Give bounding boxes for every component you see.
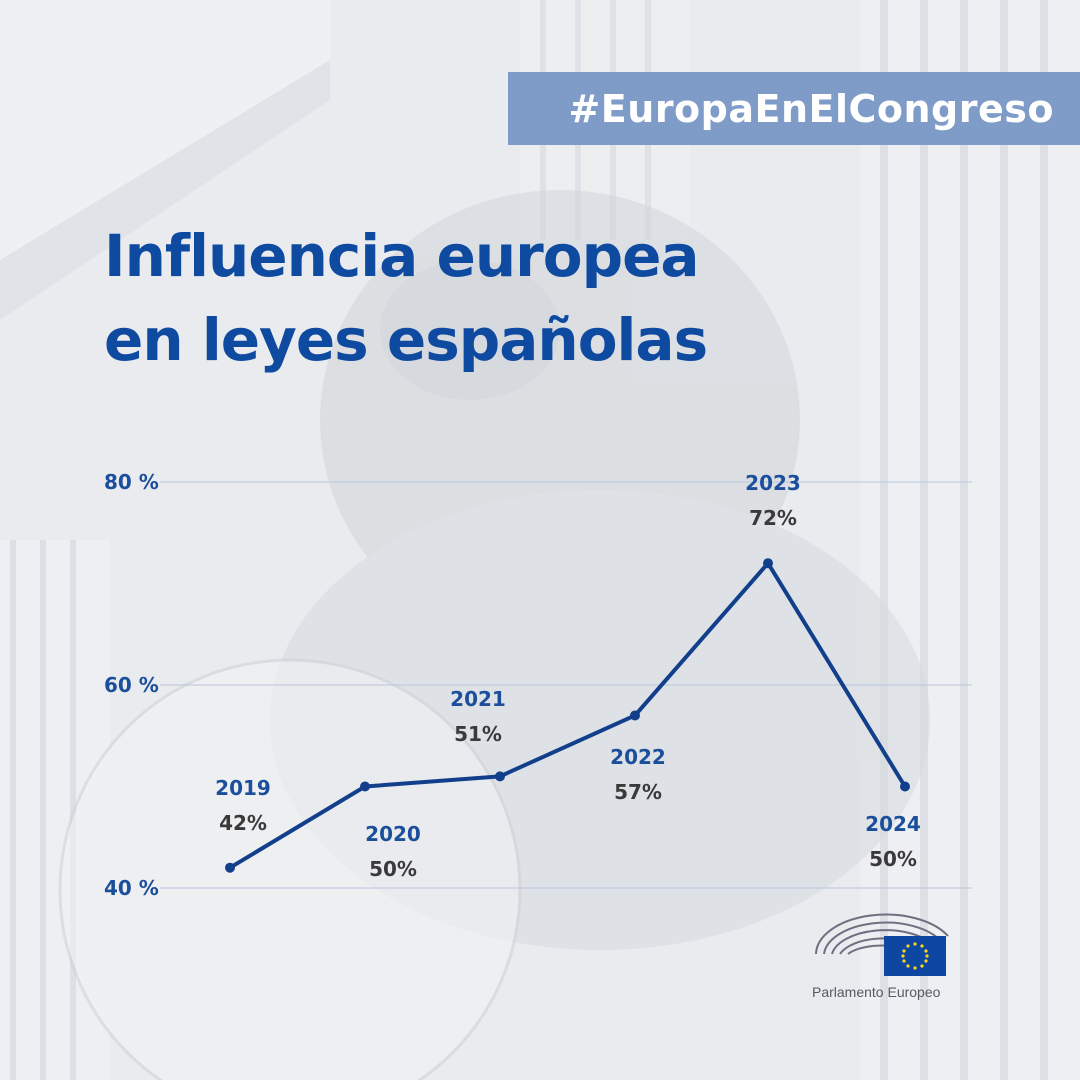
data-point (630, 710, 640, 721)
data-point (763, 558, 773, 569)
year-label: 2022 (610, 745, 666, 769)
data-point (900, 781, 910, 792)
left-entablature (0, 0, 330, 320)
data-point (225, 862, 235, 873)
value-label: 42% (219, 811, 267, 835)
value-label: 72% (749, 506, 797, 530)
year-label: 2023 (745, 471, 801, 495)
sphere (58, 658, 522, 1080)
value-label: 51% (454, 722, 502, 746)
y-tick-label: 80 % (104, 470, 159, 494)
chart-title-line-1: Influencia europea (104, 222, 700, 290)
value-label: 50% (869, 847, 917, 871)
european-parliament-hemicycle-logo (815, 913, 949, 976)
data-point (495, 771, 505, 782)
y-tick-label: 40 % (104, 876, 159, 900)
data-points (225, 558, 910, 873)
y-tick-label: 60 % (104, 673, 159, 697)
organization-name: Parlamento Europeo (812, 984, 941, 1000)
right-column (860, 0, 1080, 1080)
chart-title-line-2: en leyes españolas (104, 306, 708, 374)
eu-flag-icon (884, 936, 946, 976)
year-label: 2020 (365, 822, 421, 846)
year-label: 2019 (215, 776, 271, 800)
value-label: 50% (369, 857, 417, 881)
value-label: 57% (614, 780, 662, 804)
data-labels: 2019 42% 2020 50% 2021 51% 2022 57% 2023 72% 2024 5… (215, 471, 921, 881)
gridlines (160, 481, 972, 889)
year-label: 2024 (865, 812, 921, 836)
data-point (360, 781, 370, 792)
hashtag-banner: #EuropaEnElCongreso (508, 72, 1080, 145)
series-line (228, 561, 907, 870)
year-label: 2021 (450, 687, 506, 711)
y-axis-ticks: 40 % 60 % 80 % (104, 470, 159, 900)
eu-flag-stars (901, 942, 929, 970)
